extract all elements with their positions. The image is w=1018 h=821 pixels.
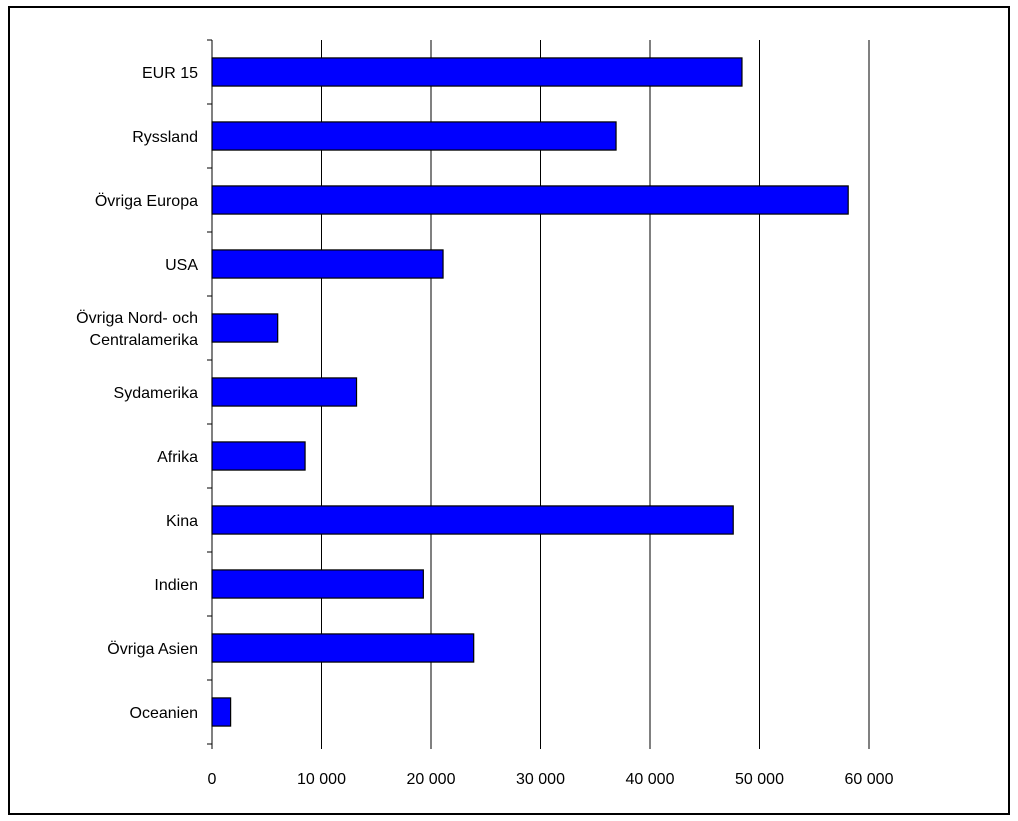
category-label: Övriga Nord- och Centralamerika <box>76 309 198 349</box>
category-label: Övriga Europa <box>95 192 198 210</box>
category-label-line: Centralamerika <box>90 332 199 349</box>
category-label: USA <box>165 257 198 274</box>
bar <box>211 121 617 151</box>
labels: 0 10 000 20 000 30 000 40 000 50 000 60 000 EUR… <box>76 65 893 788</box>
bar <box>211 441 306 471</box>
category-label-line: Övriga Asien <box>107 640 198 658</box>
category-label-line: Kina <box>166 513 198 530</box>
category-label: Oceanien <box>130 705 199 722</box>
axes <box>207 39 870 749</box>
bar <box>211 633 475 663</box>
x-tick-label: 50 000 <box>735 771 784 788</box>
category-label: Sydamerika <box>114 385 199 402</box>
gridlines <box>321 40 870 744</box>
bar <box>211 505 734 535</box>
category-label-line: Sydamerika <box>114 385 199 402</box>
bar <box>211 313 279 343</box>
bar <box>211 185 849 215</box>
category-label-line: Ryssland <box>132 129 198 146</box>
category-label-line: Oceanien <box>130 705 199 722</box>
x-tick-label: 10 000 <box>297 771 346 788</box>
category-label-line: Indien <box>154 577 198 594</box>
x-tick-label: 20 000 <box>407 771 456 788</box>
category-label-line: Afrika <box>157 449 198 466</box>
category-label: EUR 15 <box>142 65 198 82</box>
category-label: Kina <box>166 513 198 530</box>
category-label-line: Övriga Europa <box>95 192 198 210</box>
x-tick-label: 60 000 <box>845 771 894 788</box>
x-tick-label: 0 <box>208 771 217 788</box>
category-label: Övriga Asien <box>107 640 198 658</box>
bar <box>211 697 232 727</box>
bar <box>211 377 358 407</box>
bar <box>211 569 424 599</box>
bar <box>211 249 444 279</box>
category-label-line: EUR 15 <box>142 65 198 82</box>
category-label-line: Övriga Nord- och <box>76 309 198 327</box>
x-tick-label: 40 000 <box>626 771 675 788</box>
category-label: Ryssland <box>132 129 198 146</box>
x-tick-label: 30 000 <box>516 771 565 788</box>
category-label-line: USA <box>165 257 198 274</box>
category-label: Afrika <box>157 449 198 466</box>
bar <box>211 57 743 87</box>
category-label: Indien <box>154 577 198 594</box>
bars <box>211 57 849 727</box>
